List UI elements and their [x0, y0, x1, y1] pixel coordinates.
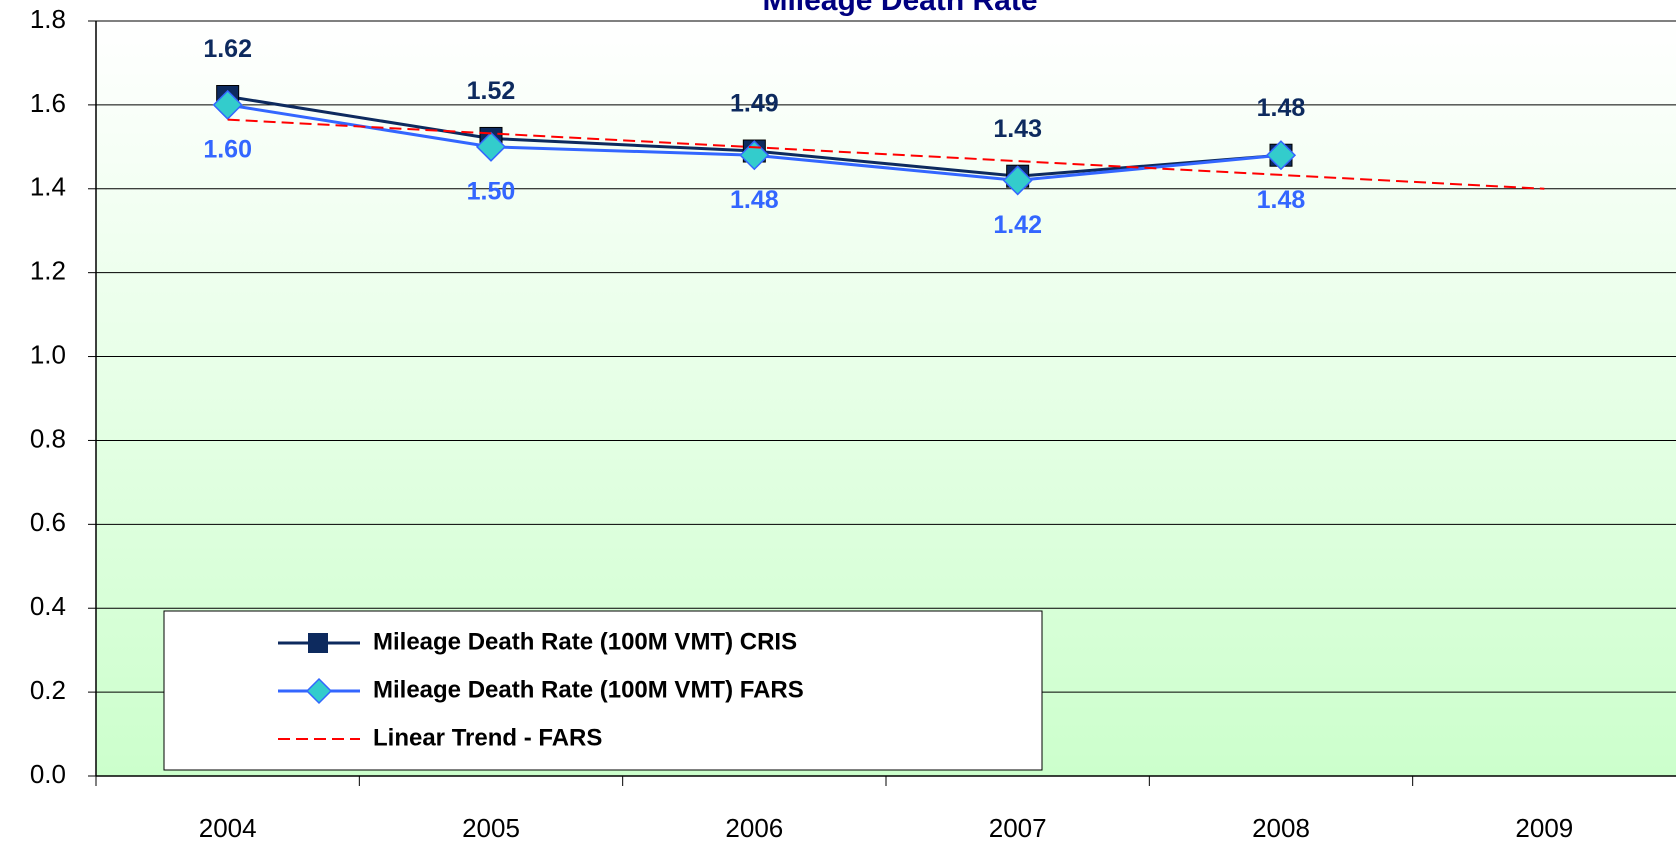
- data-label: 1.43: [993, 115, 1042, 143]
- data-label: 1.60: [203, 135, 252, 163]
- y-tick-label: 1.6: [30, 88, 66, 118]
- y-tick-label: 1.0: [30, 339, 66, 369]
- x-tick-label: 2008: [1252, 813, 1310, 843]
- marker: [1265, 140, 1297, 171]
- y-tick-label: 1.8: [30, 4, 66, 34]
- y-tick-label: 0.8: [30, 423, 66, 453]
- data-label: 1.48: [1257, 94, 1306, 122]
- data-label: 1.48: [730, 186, 779, 214]
- y-tick-label: 0.6: [30, 507, 66, 537]
- marker: [475, 131, 507, 162]
- legend-marker: [308, 633, 328, 653]
- chart-title: Mileage Death Rate: [762, 0, 1037, 17]
- marker: [739, 140, 770, 171]
- x-tick-label: 2005: [462, 813, 520, 843]
- y-tick-label: 0.0: [30, 759, 66, 789]
- series-line: [227, 118, 1545, 190]
- x-tick-label: 2006: [725, 813, 783, 843]
- data-label: 1.50: [467, 177, 516, 205]
- y-tick-label: 0.2: [30, 675, 66, 705]
- y-tick-label: 0.4: [30, 591, 66, 621]
- marker: [212, 89, 243, 120]
- data-label: 1.52: [467, 77, 516, 105]
- legend-marker: [305, 677, 333, 705]
- legend-label: Mileage Death Rate (100M VMT) FARS: [373, 676, 804, 703]
- marker: [1002, 165, 1033, 196]
- x-tick-label: 2007: [989, 813, 1047, 843]
- x-tick-label: 2009: [1515, 813, 1573, 843]
- y-tick-label: 1.4: [30, 172, 66, 202]
- x-tick-label: 2004: [199, 813, 257, 843]
- y-tick-label: 1.2: [30, 256, 66, 286]
- data-label: 1.42: [993, 211, 1042, 239]
- data-label: 1.48: [1257, 186, 1306, 214]
- data-label: 1.49: [730, 90, 779, 118]
- legend-label: Mileage Death Rate (100M VMT) CRIS: [373, 628, 797, 655]
- legend-label: Linear Trend - FARS: [373, 724, 602, 751]
- data-label: 1.62: [203, 35, 252, 63]
